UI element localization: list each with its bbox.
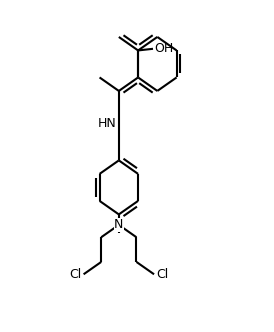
Text: N: N — [114, 218, 124, 231]
Text: OH: OH — [154, 42, 174, 55]
Text: HN: HN — [98, 117, 117, 130]
Text: Cl: Cl — [156, 268, 169, 281]
Text: Cl: Cl — [69, 268, 81, 281]
